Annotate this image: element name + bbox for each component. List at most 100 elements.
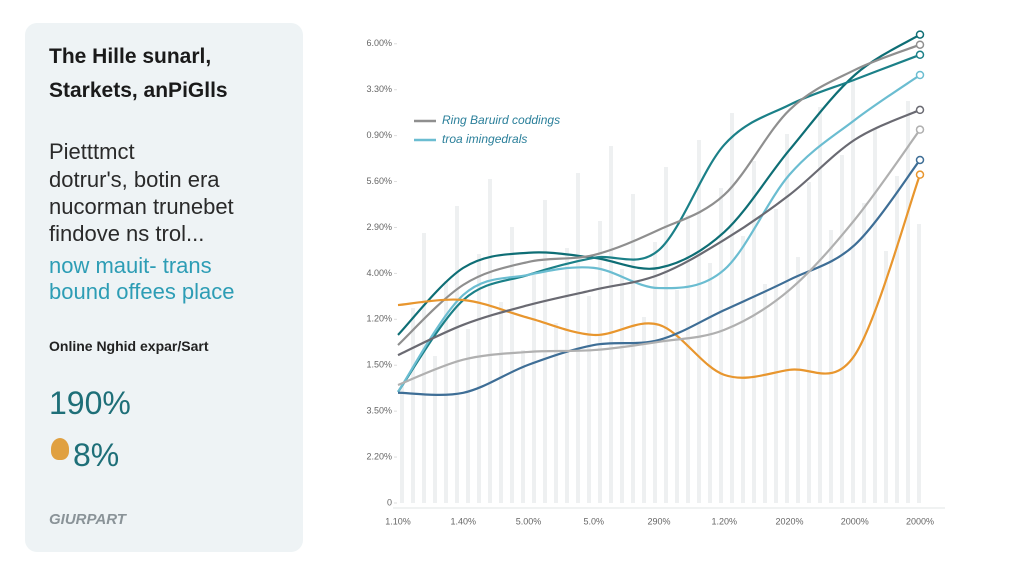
background-column bbox=[488, 179, 492, 503]
background-column bbox=[917, 224, 921, 503]
series-line bbox=[397, 33, 921, 336]
background-column bbox=[686, 215, 690, 503]
background-column bbox=[807, 182, 811, 503]
x-tick-label: 2000% bbox=[906, 516, 934, 526]
y-tick-label: 1.50% bbox=[366, 360, 392, 370]
background-column bbox=[466, 329, 470, 503]
end-marker bbox=[915, 50, 925, 60]
end-marker bbox=[915, 30, 925, 39]
background-column bbox=[730, 113, 734, 503]
background-column bbox=[455, 206, 459, 503]
body-text: Pietttmct bbox=[49, 139, 135, 164]
series-line bbox=[397, 108, 921, 357]
background-column bbox=[521, 350, 525, 503]
x-tick-label: 5.00% bbox=[516, 516, 542, 526]
y-tick-label: 6.00% bbox=[366, 38, 392, 48]
stat-icon bbox=[51, 438, 69, 460]
x-tick-label: 1.10% bbox=[385, 516, 411, 526]
y-tick-label: 4.00% bbox=[366, 268, 392, 278]
x-tick-label: 2000% bbox=[841, 516, 869, 526]
background-column bbox=[796, 257, 800, 503]
background-column bbox=[422, 233, 426, 503]
background-column bbox=[741, 236, 745, 503]
background-column bbox=[510, 227, 514, 503]
stat: 8% bbox=[73, 437, 120, 473]
y-tick-label: 3.50% bbox=[366, 406, 392, 416]
brand: GIURPART bbox=[49, 511, 126, 528]
x-tick-label: 5.0% bbox=[583, 516, 604, 526]
series-line bbox=[397, 74, 921, 393]
background-column bbox=[642, 317, 646, 503]
series-line bbox=[397, 53, 921, 393]
y-tick-label: 2.90% bbox=[366, 222, 392, 232]
series-line bbox=[397, 129, 921, 387]
background-column bbox=[906, 101, 910, 503]
background-column bbox=[851, 80, 855, 503]
stat: 190% bbox=[49, 385, 131, 421]
background-column bbox=[433, 356, 437, 503]
background-column bbox=[609, 146, 613, 503]
body-text: nucorman trunebet bbox=[49, 194, 234, 219]
background-column bbox=[708, 263, 712, 503]
end-marker bbox=[915, 105, 925, 115]
background-column bbox=[873, 128, 877, 503]
y-tick-label: 1.20% bbox=[366, 314, 392, 324]
x-tick-label: 290% bbox=[647, 516, 670, 526]
body-text: dotrur's, botin era bbox=[49, 167, 220, 192]
background-column bbox=[697, 140, 701, 503]
end-marker bbox=[915, 125, 925, 134]
background-column bbox=[763, 284, 767, 503]
legend-label: Ring Baruird coddings bbox=[442, 113, 560, 127]
y-tick-label: 5.60% bbox=[366, 176, 392, 186]
panel-title: The Hille sunarl, bbox=[49, 45, 212, 68]
background-column bbox=[620, 269, 624, 503]
background-column bbox=[818, 107, 822, 503]
background-column bbox=[565, 248, 569, 503]
background-column bbox=[587, 296, 591, 503]
body-text: findove ns trol... bbox=[49, 221, 205, 246]
background-column bbox=[675, 290, 679, 503]
series-line bbox=[397, 159, 921, 396]
end-marker bbox=[915, 70, 925, 80]
background-column bbox=[719, 188, 723, 503]
subheading: Online Nghid expar/Sart bbox=[49, 338, 209, 354]
background-column bbox=[554, 323, 558, 503]
highlight-text: now mauit- trans bbox=[49, 253, 212, 278]
y-tick-label: 3.30% bbox=[366, 84, 392, 94]
y-tick-label: 2.20% bbox=[366, 451, 392, 461]
x-tick-label: 1.40% bbox=[450, 516, 476, 526]
y-tick-label: 0 bbox=[387, 497, 392, 507]
panel-title: Starkets, anPiGlls bbox=[49, 79, 228, 102]
background-column bbox=[884, 251, 888, 503]
background-column bbox=[576, 173, 580, 503]
background-column bbox=[785, 134, 789, 503]
background-column bbox=[829, 230, 833, 503]
side-panel: The Hille sunarl, Starkets, anPiGlls Pie… bbox=[25, 23, 303, 552]
background-column bbox=[444, 281, 448, 503]
background-column bbox=[752, 161, 756, 503]
background-column bbox=[499, 302, 503, 503]
background-column bbox=[774, 209, 778, 503]
y-tick-label: 0.90% bbox=[366, 130, 392, 140]
background-column bbox=[411, 308, 415, 503]
end-marker bbox=[915, 170, 925, 179]
end-marker bbox=[915, 155, 925, 165]
background-column bbox=[598, 221, 602, 503]
background-column bbox=[631, 194, 635, 503]
background-column bbox=[532, 275, 536, 503]
background-column bbox=[840, 155, 844, 503]
background-column bbox=[477, 254, 481, 503]
background-column bbox=[895, 176, 899, 503]
end-marker bbox=[915, 40, 925, 49]
highlight-text: bound offees place bbox=[49, 279, 235, 304]
background-column bbox=[862, 203, 866, 503]
background-column bbox=[653, 242, 657, 503]
background-column bbox=[664, 167, 668, 503]
legend-label: troa imingedrals bbox=[442, 132, 527, 146]
x-tick-label: 1.20% bbox=[711, 516, 737, 526]
x-tick-label: 2020% bbox=[775, 516, 803, 526]
background-column bbox=[400, 383, 404, 503]
series-line bbox=[397, 43, 921, 346]
